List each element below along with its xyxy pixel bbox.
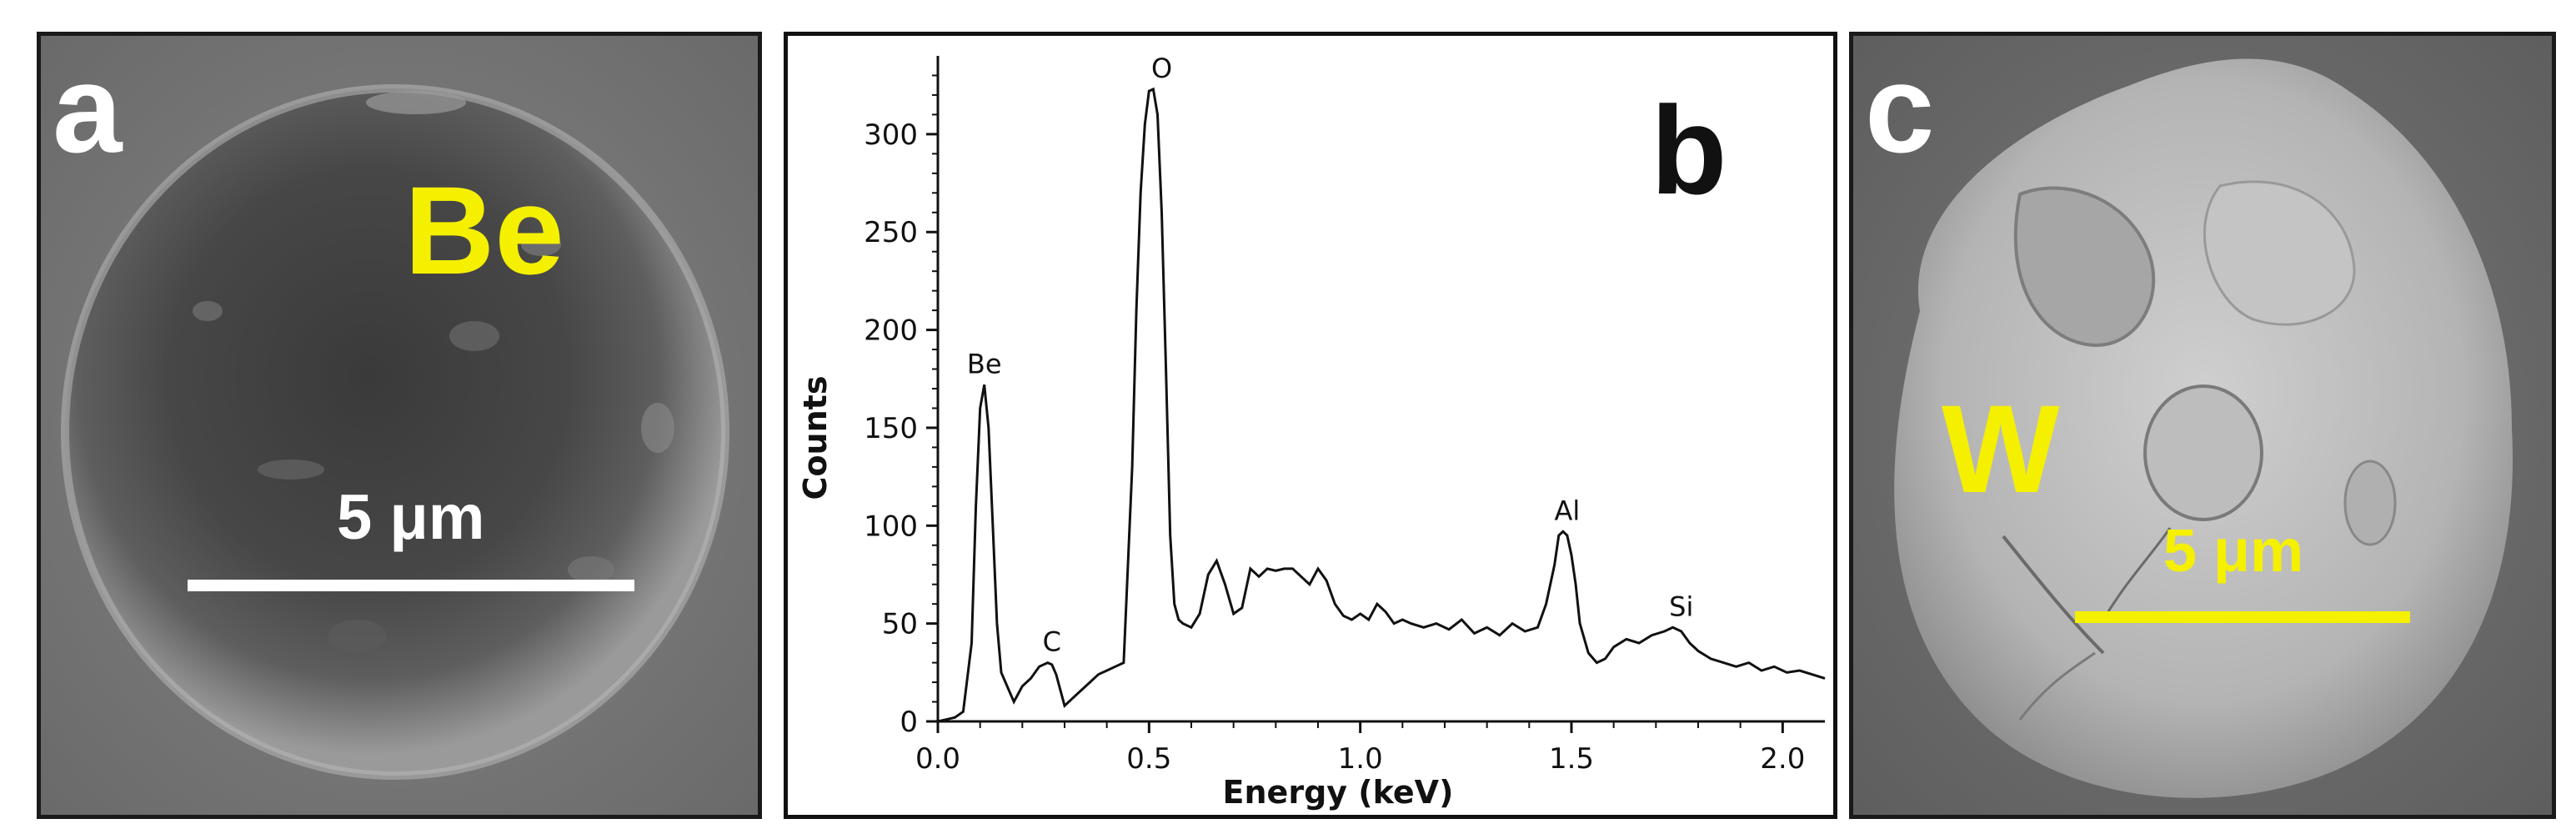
peak-label-o: O	[1151, 53, 1172, 84]
peak-label-be: Be	[967, 348, 1002, 379]
panel-letter-b: b	[1651, 80, 1727, 220]
be-particle-image	[41, 36, 758, 815]
x-tick-label: 1.0	[1338, 742, 1383, 776]
panel-letter-a: a	[53, 38, 123, 178]
x-tick-label: 2.0	[1760, 742, 1805, 776]
peak-label-si: Si	[1669, 590, 1693, 622]
sem-image-be-panel: a Be 5 μm	[37, 32, 762, 819]
edx-spectrum-chart: 0.0 0.5 1.0 1.5 2.0 0 50 100 150 200 250 300 Be C O Al…	[797, 53, 1826, 811]
peak-label-c: C	[1043, 626, 1061, 658]
y-axis-label: Counts	[797, 376, 834, 500]
element-label-w: W	[1942, 379, 2060, 519]
scale-bar-label: 5 μm	[337, 482, 485, 553]
element-label-be: Be	[404, 160, 564, 300]
x-tick-label: 1.5	[1549, 742, 1594, 776]
y-tick-label: 0	[900, 706, 918, 739]
spectrum-series-line	[937, 87, 1826, 723]
x-tick-label: 0.5	[1126, 742, 1171, 776]
panel-letter-c: c	[1865, 38, 1935, 178]
scale-bar	[2075, 611, 2410, 623]
y-tick-label: 200	[864, 314, 918, 348]
edx-spectrum-panel: 0.0 0.5 1.0 1.5 2.0 0 50 100 150 200 250 300 Be C O Al…	[784, 32, 1837, 819]
peak-label-al: Al	[1555, 495, 1581, 526]
y-tick-label: 250	[864, 216, 918, 249]
w-particle-image	[1853, 36, 2552, 815]
scale-bar-label: 5 μm	[2163, 518, 2304, 585]
y-tick-label: 100	[864, 510, 918, 543]
scale-bar	[188, 580, 634, 591]
x-axis-label: Energy (keV)	[1223, 774, 1454, 811]
y-tick-label: 300	[864, 118, 918, 152]
y-tick-label: 150	[864, 412, 918, 445]
y-tick-label: 50	[882, 608, 918, 641]
x-tick-label: 0.0	[915, 742, 960, 776]
sem-image-w-panel: c W 5 μm	[1849, 32, 2556, 819]
